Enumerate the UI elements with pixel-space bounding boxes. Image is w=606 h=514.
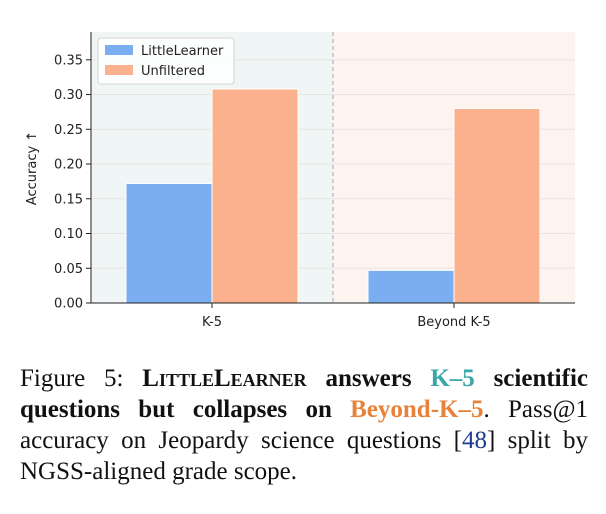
figure-caption: Figure 5: LittleLearner answers K–5 scie… — [20, 363, 588, 487]
y-axis-label: Accuracy ↑ — [25, 131, 40, 205]
bar-unfiltered-1 — [453, 107, 541, 304]
caption-label: Figure 5: — [20, 365, 143, 392]
y-tick-label-5: 0.25 — [54, 123, 83, 138]
y-tick-label-7: 0.35 — [54, 53, 83, 68]
bars — [125, 88, 541, 304]
bar-chart: 0.00 0.05 0.10 0.15 0.20 0.25 0.30 0.35 K-5 Beyo… — [25, 32, 575, 330]
bar-unfiltered-0 — [211, 88, 299, 304]
legend-label-1: Unfiltered — [141, 64, 205, 79]
legend-swatch-0 — [105, 45, 133, 55]
legend: LittleLearner Unfiltered — [97, 37, 235, 85]
y-ticks: 0.00 0.05 0.10 0.15 0.20 0.25 0.30 0.35 — [54, 53, 91, 312]
y-tick-label-1: 0.05 — [54, 262, 83, 277]
y-tick-label-2: 0.10 — [54, 227, 83, 242]
x-tick-label-0: K-5 — [202, 315, 222, 330]
x-ticks: K-5 Beyond K-5 — [202, 303, 491, 330]
legend-swatch-1 — [105, 65, 133, 75]
y-tick-label-0: 0.00 — [54, 297, 83, 312]
legend-label-0: LittleLearner — [141, 44, 224, 59]
y-tick-label-6: 0.30 — [54, 88, 83, 103]
y-tick-label-3: 0.15 — [54, 192, 83, 207]
caption-cite-close: ] — [486, 427, 496, 454]
bar-littlelearner-0 — [125, 182, 213, 304]
y-tick-label-4: 0.20 — [54, 158, 83, 173]
bar-littlelearner-1 — [367, 269, 455, 304]
caption-k5: K–5 — [430, 365, 475, 392]
caption-model-name: LittleLearner — [142, 365, 307, 392]
x-tick-label-1: Beyond K-5 — [417, 315, 490, 330]
caption-title-part-1: answers — [306, 365, 431, 392]
caption-title-part-2: scientific questions but collapses on — [20, 365, 588, 423]
axes — [90, 32, 575, 304]
caption-beyond-k5: Beyond-K–5 — [350, 396, 484, 423]
caption-body-2: split by NGSS-aligned grade scope. — [20, 427, 588, 485]
caption-body-1: . Pass@1 accuracy on Jeopardy science qu… — [20, 396, 588, 454]
caption-cite-open: [ — [453, 427, 462, 454]
caption-citation: 48 — [461, 427, 487, 454]
